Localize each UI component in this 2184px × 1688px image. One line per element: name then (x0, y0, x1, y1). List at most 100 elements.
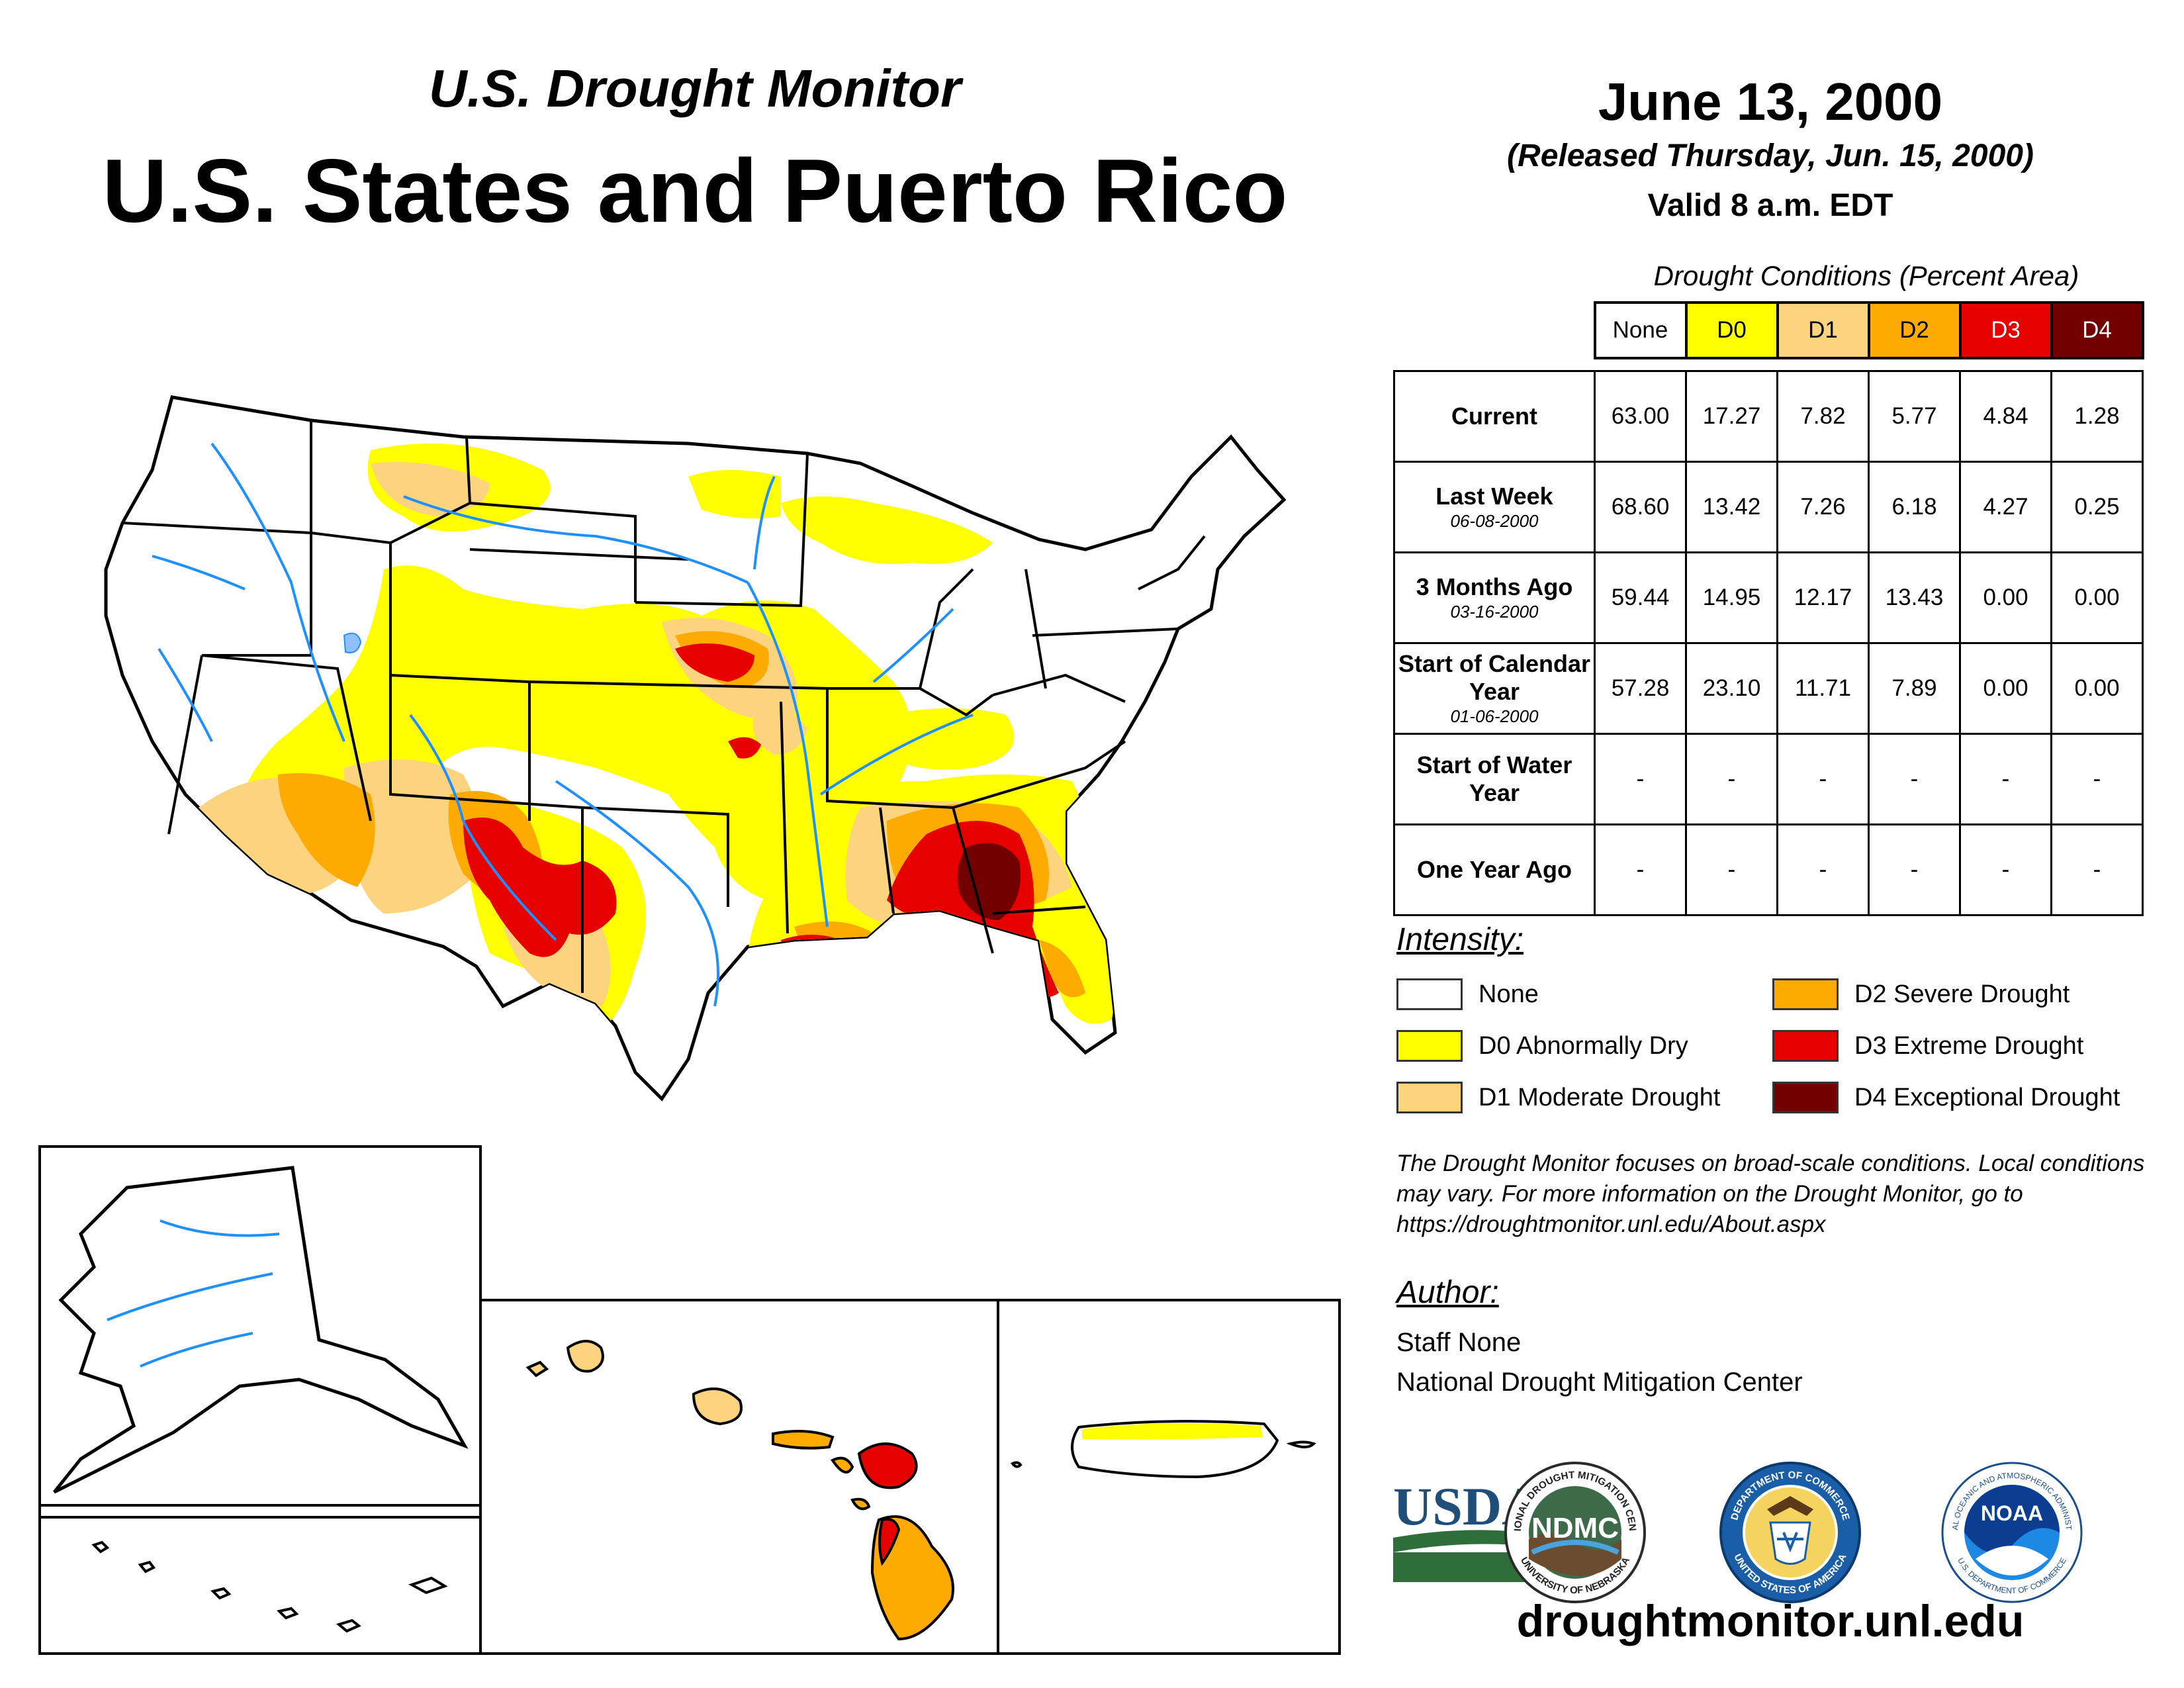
col-header-d3: D3 (1958, 301, 2053, 359)
table-cell: 1.28 (2050, 370, 2144, 463)
puerto-rico-d0-area (1082, 1423, 1263, 1440)
table-cell: 14.95 (1685, 551, 1778, 644)
map-date: June 13, 2000 (1598, 72, 1943, 131)
legend-item: D1 Moderate Drought (1396, 1082, 1720, 1113)
conditions-title: Drought Conditions (Percent Area) (1653, 260, 2079, 291)
legend-swatch (1772, 1030, 1839, 1062)
row-label-text: Start of Calendar Year (1398, 650, 1591, 705)
table-cell: 0.00 (1959, 642, 2052, 735)
legend-label: None (1479, 980, 1539, 1008)
table-cell: - (1685, 823, 1778, 916)
map-subtitle: U.S. Drought Monitor (428, 59, 962, 118)
table-cell: 17.27 (1685, 370, 1778, 463)
legend-swatch (1772, 978, 1839, 1010)
hawaii-island-lanai (831, 1456, 854, 1474)
legend-item: D2 Severe Drought (1772, 978, 2070, 1010)
d2-area-louisiana (794, 921, 874, 966)
alaska-landmass (53, 1166, 469, 1494)
author-block: Staff None National Drought Mitigation C… (1396, 1323, 1803, 1402)
table-row: 3 Months Ago 03-16-2000 59.44 14.95 12.17 13.… (1393, 551, 2144, 644)
author-org: National Drought Mitigation Center (1396, 1368, 1803, 1397)
rivers (152, 442, 974, 1007)
legend-swatch (1396, 978, 1463, 1010)
table-cell: 12.17 (1776, 551, 1870, 644)
legend-label: D2 Severe Drought (1854, 980, 2070, 1008)
row-label-text: 3 Months Ago (1416, 573, 1573, 600)
row-label: One Year Ago (1393, 823, 1596, 916)
author-name: Staff None (1396, 1328, 1522, 1357)
row-date: 01-06-2000 (1450, 706, 1539, 726)
table-cell: - (1776, 733, 1870, 825)
d0-area-great-lakes (781, 496, 993, 564)
doc-seal: DEPARTMENT OF COMMERCE UNITED STATES OF … (1719, 1462, 1861, 1603)
table-header-row: None D0 D1 D2 D3 D4 (1394, 301, 2144, 359)
shield-icon (1769, 1521, 1811, 1565)
table-cell: 7.82 (1776, 370, 1870, 463)
table-cell: - (1959, 823, 2052, 916)
table-cell: - (1594, 733, 1687, 825)
row-date: 03-16-2000 (1450, 602, 1539, 622)
d3-area-nebraska (675, 643, 754, 682)
table-cell: 63.00 (1594, 370, 1687, 463)
table-cell: 13.42 (1685, 461, 1778, 553)
table-cell: - (1868, 823, 1961, 916)
legend-item: D3 Extreme Drought (1772, 1030, 2083, 1062)
table-cell: - (1594, 823, 1687, 916)
great-salt-lake (343, 632, 362, 653)
legend-label: D1 Moderate Drought (1479, 1083, 1721, 1111)
row-label: Current (1393, 370, 1596, 463)
table-cell: 4.27 (1959, 461, 2052, 553)
table-cell: 68.60 (1594, 461, 1687, 553)
table-cell: 5.77 (1868, 370, 1961, 463)
legend-label: D0 Abnormally Dry (1479, 1031, 1688, 1060)
valid-time: Valid 8 a.m. EDT (1647, 188, 1893, 223)
table-cell: 57.28 (1594, 642, 1687, 735)
col-header-d2: D2 (1867, 301, 1962, 359)
col-header-d0: D0 (1684, 301, 1779, 359)
puerto-rico-inset (997, 1299, 1341, 1655)
table-corner (1394, 303, 1595, 358)
release-date: (Released Thursday, Jun. 15, 2000) (1507, 138, 2034, 173)
legend-item: D4 Exceptional Drought (1772, 1082, 2120, 1113)
d4-area-georgia (957, 843, 1021, 920)
table-cell: 59.44 (1594, 551, 1687, 644)
hawaii-island-kahoolawe (850, 1497, 871, 1511)
row-label-text: Last Week (1435, 483, 1553, 510)
row-label: 3 Months Ago 03-16-2000 (1393, 551, 1596, 644)
table-cell: - (1959, 733, 2052, 825)
row-label: Last Week 06-08-2000 (1393, 461, 1596, 553)
d1-area-missouri (753, 710, 807, 755)
table-gap (1394, 358, 2143, 371)
table-cell: - (2050, 733, 2144, 825)
table-cell: - (1776, 823, 1870, 916)
d0-area-kentucky (887, 708, 1015, 770)
table-cell: 7.26 (1776, 461, 1870, 553)
noaa-wordmark: NOAA (1981, 1501, 2043, 1525)
d3-area-missouri (728, 737, 761, 759)
vieques-island (1286, 1440, 1316, 1448)
d2-area-new-mexico (278, 773, 375, 887)
row-label-text: One Year Ago (1416, 856, 1572, 883)
table-cell: 13.43 (1868, 551, 1961, 644)
alaska-map (41, 1166, 479, 1507)
noaa-bird-icon (1976, 1546, 2048, 1575)
d3-area-texas (463, 818, 617, 957)
author-heading: Author: (1396, 1275, 1499, 1310)
legend-label: D3 Extreme Drought (1854, 1031, 2084, 1060)
website-url: droughtmonitor.unl.edu (1516, 1596, 2025, 1646)
map-title: U.S. States and Puerto Rico (102, 140, 1288, 241)
disclaimer: The Drought Monitor focuses on broad-sca… (1396, 1150, 2145, 1237)
legend-swatch (1396, 1030, 1463, 1062)
table-cell: 0.00 (2050, 551, 2144, 644)
row-label: Start of Water Year (1393, 733, 1596, 825)
table-cell: 11.71 (1776, 642, 1870, 735)
row-label-text: Start of Water Year (1416, 751, 1572, 806)
d1-area-montana (371, 462, 490, 516)
d0-area-minnesota (688, 470, 781, 519)
table-cell: - (1685, 733, 1778, 825)
usda-field-icon (1393, 1530, 1525, 1552)
drought-conditions-table: None D0 D1 D2 D3 D4 Current 63.00 17.27 7.8… (1393, 301, 2144, 916)
table-row: Last Week 06-08-2000 68.60 13.42 7.26 6.18 4.2… (1393, 461, 2144, 553)
table-cell: - (2050, 823, 2144, 916)
usda-field-base (1393, 1552, 1525, 1582)
